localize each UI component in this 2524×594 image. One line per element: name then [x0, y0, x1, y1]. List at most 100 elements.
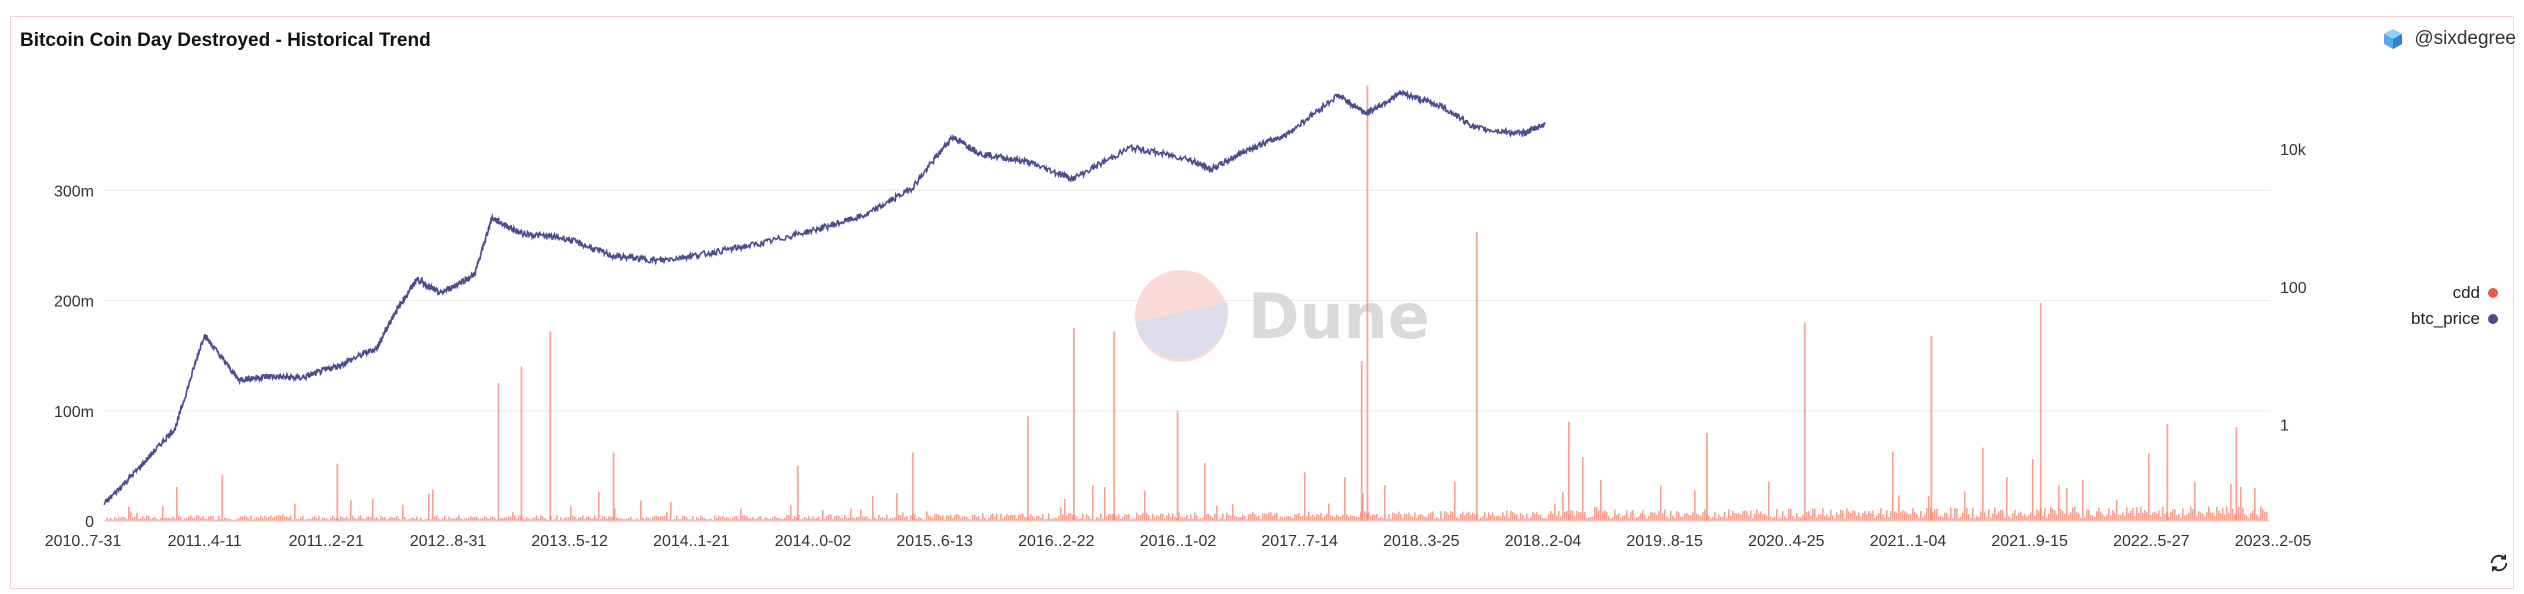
cdd-bar [1662, 513, 1664, 521]
cdd-bar [2238, 506, 2240, 521]
cdd-bar [1270, 512, 1272, 521]
cdd-bar [2034, 516, 2036, 521]
cdd-bar [880, 517, 882, 521]
cdd-bar [792, 519, 794, 521]
cdd-bar [552, 519, 554, 521]
cdd-bar [962, 516, 964, 521]
cdd-bar [1356, 517, 1358, 521]
cdd-bar [2090, 514, 2092, 521]
cdd-bar [2028, 515, 2030, 521]
cdd-bar [1640, 512, 1642, 521]
cdd-bar [1002, 518, 1004, 521]
cdd-bar [734, 516, 736, 521]
cdd-bar [1642, 510, 1644, 521]
cdd-bar [394, 517, 396, 521]
author-badge[interactable]: @sixdegree [2382, 28, 2516, 50]
cdd-bar [186, 518, 188, 521]
cdd-bar [1746, 511, 1748, 521]
cdd-bar [876, 519, 878, 521]
cdd-bar [484, 515, 486, 521]
cdd-bar [1910, 514, 1912, 521]
cdd-bar [372, 498, 374, 521]
cdd-bar [2260, 506, 2262, 521]
cdd-bar [928, 515, 930, 521]
cdd-bar [2194, 482, 2196, 521]
cdd-bar [954, 515, 956, 521]
cdd-bar [1712, 517, 1714, 521]
legend-item-btc-price[interactable]: btc_price [2411, 306, 2498, 332]
cdd-bar [1896, 512, 1898, 521]
cdd-bar [854, 518, 856, 521]
cdd-bar [742, 515, 744, 521]
cdd-bar [1302, 515, 1304, 521]
cdd-bar [1650, 511, 1652, 521]
cdd-bar [1214, 513, 1216, 521]
cdd-bar [502, 518, 504, 521]
cdd-bar [2208, 506, 2210, 521]
cdd-bar [240, 516, 242, 521]
legend-dot-cdd [2488, 288, 2498, 298]
cdd-bar [1514, 513, 1516, 521]
cdd-bar [2096, 511, 2098, 521]
cdd-bar [150, 518, 152, 521]
cdd-bar [1612, 517, 1614, 521]
cdd-bar [1570, 510, 1572, 521]
cdd-bar [236, 519, 238, 521]
cdd-bar [814, 518, 816, 521]
cdd-bar [302, 515, 304, 521]
cdd-bar [1576, 510, 1578, 521]
cdd-bar [2168, 516, 2170, 521]
cdd-bar [1406, 514, 1408, 521]
cdd-bar [1030, 513, 1032, 521]
cdd-spike-bar [336, 463, 339, 521]
cdd-bar [1240, 517, 1242, 521]
cdd-bar [1504, 516, 1506, 521]
cdd-bar [1300, 516, 1302, 521]
cdd-bar [376, 517, 378, 521]
cdd-bar [1912, 508, 1914, 521]
cdd-bar [2240, 486, 2242, 521]
cdd-bar [120, 517, 122, 521]
cdd-bar [850, 508, 852, 521]
cdd-bar [1988, 509, 1990, 521]
cdd-bar [1686, 512, 1688, 521]
cdd-bar [1384, 485, 1386, 521]
cdd-bar [856, 517, 858, 521]
cdd-bar [422, 519, 424, 521]
cdd-bar [226, 518, 228, 521]
cdd-bar [1564, 512, 1566, 521]
cdd-bar [1172, 513, 1174, 521]
cdd-bar [1312, 514, 1314, 521]
cdd-bar [1014, 514, 1016, 521]
cdd-bar [1830, 509, 1832, 521]
cdd-bar [1816, 517, 1818, 521]
cdd-spike-bar [1360, 361, 1363, 521]
refresh-icon[interactable] [2488, 552, 2510, 574]
cdd-bar [1068, 513, 1070, 521]
cdd-bar [466, 518, 468, 521]
cdd-bar [1010, 514, 1012, 521]
cdd-bar [1716, 518, 1718, 521]
cdd-bar [672, 519, 674, 521]
cdd-bar [2024, 513, 2026, 521]
cdd-bar [1996, 514, 1998, 521]
cdd-bar [614, 508, 616, 521]
cdd-bar [780, 518, 782, 521]
cdd-bar [1294, 514, 1296, 521]
cdd-bar [546, 519, 548, 521]
cdd-bar [308, 518, 310, 521]
cdd-bar [2182, 508, 2184, 521]
cdd-bar [810, 518, 812, 521]
cdd-bar [548, 519, 550, 521]
cdd-bar [1526, 513, 1528, 521]
cdd-bar [698, 518, 700, 521]
cdd-bar [1778, 518, 1780, 521]
cdd-bar [1374, 514, 1376, 521]
legend-item-cdd[interactable]: cdd [2411, 280, 2498, 306]
cdd-bar [754, 519, 756, 521]
cdd-bar [740, 508, 742, 521]
cdd-spike-bar [497, 383, 500, 521]
cdd-bar [1580, 511, 1582, 521]
cdd-bar [904, 517, 906, 521]
cdd-bar [1824, 516, 1826, 521]
